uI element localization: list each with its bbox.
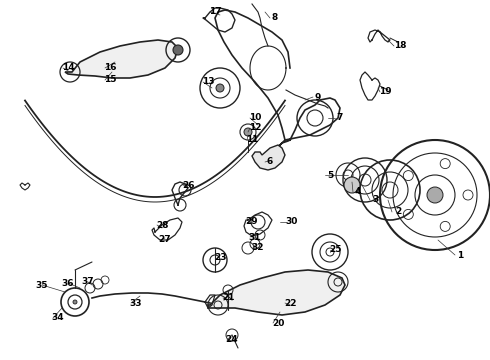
- Text: 13: 13: [202, 77, 214, 86]
- Text: 35: 35: [36, 280, 48, 289]
- Text: 1: 1: [457, 251, 463, 260]
- Circle shape: [344, 177, 360, 193]
- Text: 34: 34: [51, 314, 64, 323]
- Text: 33: 33: [130, 298, 142, 307]
- Text: 8: 8: [272, 13, 278, 22]
- Text: 36: 36: [62, 279, 74, 288]
- Circle shape: [427, 187, 443, 203]
- Text: 22: 22: [284, 298, 296, 307]
- Text: 26: 26: [182, 180, 194, 189]
- Text: 17: 17: [209, 8, 221, 17]
- Text: 16: 16: [104, 63, 116, 72]
- Polygon shape: [252, 145, 285, 170]
- Text: 21: 21: [222, 293, 234, 302]
- Text: 20: 20: [272, 319, 284, 328]
- Text: 30: 30: [286, 217, 298, 226]
- Text: 12: 12: [249, 122, 261, 131]
- Text: 19: 19: [379, 87, 392, 96]
- Text: 18: 18: [394, 41, 406, 50]
- Text: 28: 28: [156, 220, 168, 230]
- Text: 15: 15: [104, 76, 116, 85]
- Text: 3: 3: [372, 195, 378, 204]
- Text: 2: 2: [395, 207, 401, 216]
- Circle shape: [216, 84, 224, 92]
- Text: 9: 9: [315, 93, 321, 102]
- Text: 4: 4: [355, 188, 361, 197]
- Circle shape: [244, 128, 252, 136]
- Text: 32: 32: [252, 243, 264, 252]
- Circle shape: [173, 45, 183, 55]
- Text: 6: 6: [267, 158, 273, 166]
- Text: 24: 24: [226, 336, 238, 345]
- Text: 14: 14: [62, 63, 74, 72]
- Text: 29: 29: [245, 217, 258, 226]
- Text: 23: 23: [214, 253, 226, 262]
- Polygon shape: [208, 270, 345, 315]
- Text: 7: 7: [337, 113, 343, 122]
- Polygon shape: [65, 40, 178, 78]
- Text: 11: 11: [246, 135, 258, 144]
- Text: 25: 25: [329, 246, 341, 255]
- Circle shape: [73, 300, 77, 304]
- Text: 31: 31: [249, 233, 261, 242]
- Text: 27: 27: [159, 235, 171, 244]
- Text: 10: 10: [249, 113, 261, 122]
- Text: 37: 37: [82, 278, 94, 287]
- Text: 5: 5: [327, 171, 333, 180]
